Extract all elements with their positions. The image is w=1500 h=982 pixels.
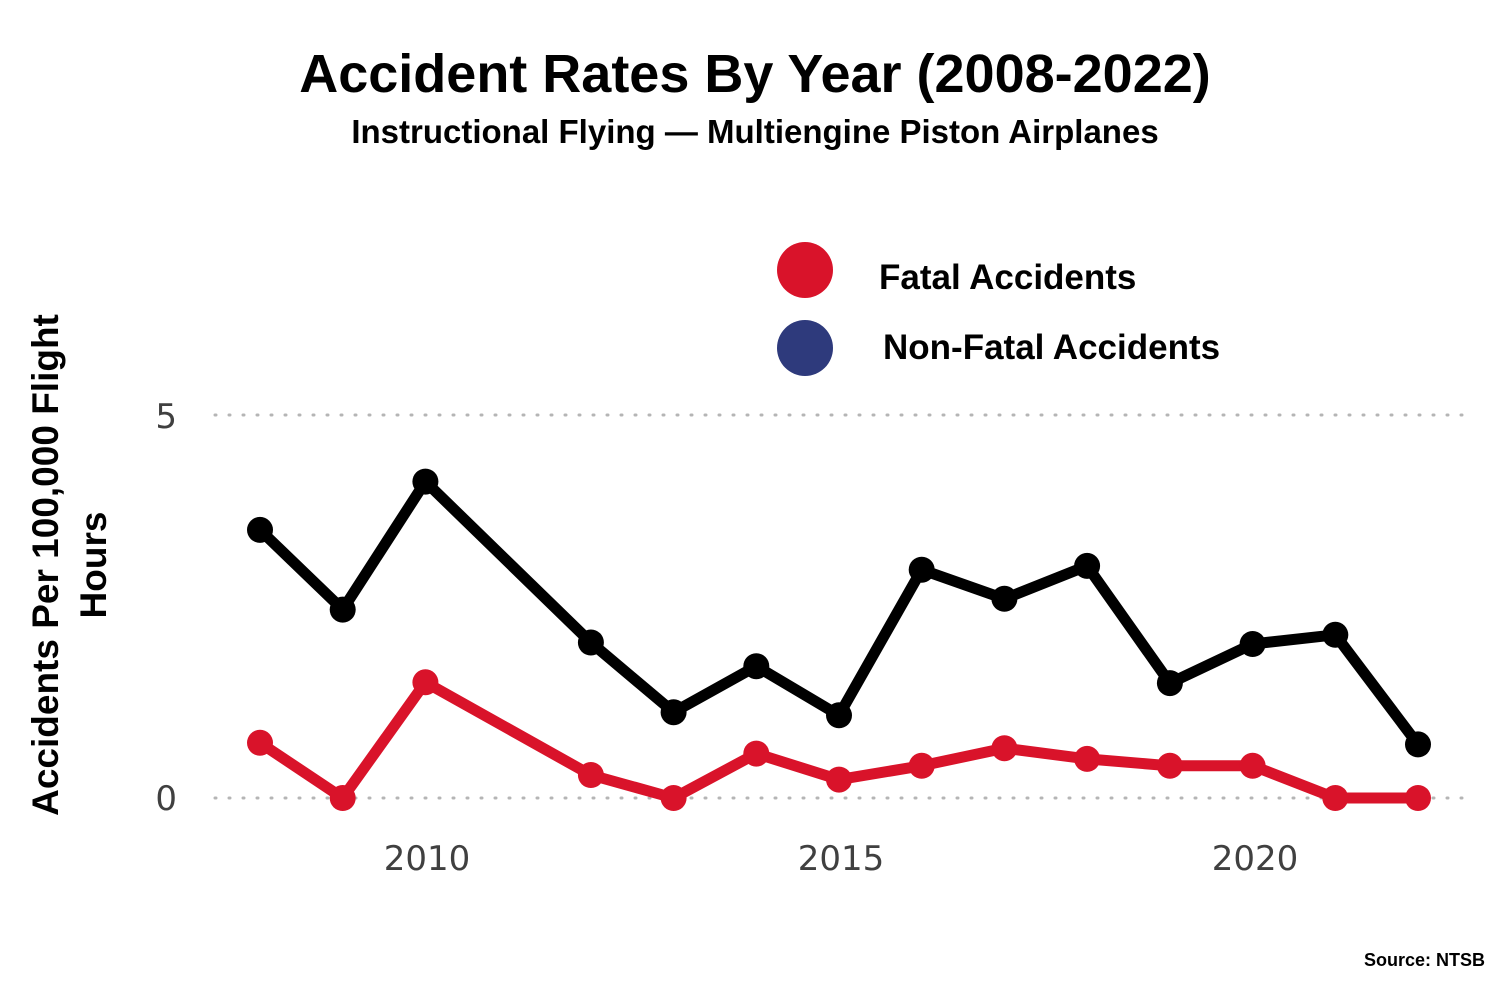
data-point-non-fatal — [412, 468, 439, 495]
data-point-fatal — [1239, 752, 1266, 779]
data-point-fatal — [577, 762, 604, 788]
data-point-fatal — [1322, 785, 1349, 811]
series-layer — [247, 468, 1431, 811]
data-point-non-fatal — [577, 629, 604, 656]
source-note: Source: NTSB — [1364, 950, 1485, 970]
data-point-fatal — [329, 785, 356, 811]
legend-swatch-fatal — [777, 242, 833, 298]
data-point-non-fatal — [1074, 552, 1101, 579]
y-tick-label: 0 — [155, 779, 177, 819]
data-point-non-fatal — [826, 702, 852, 729]
legend-label-fatal: Fatal Accidents — [879, 258, 1136, 297]
data-point-fatal — [991, 735, 1018, 762]
data-point-fatal — [1156, 752, 1183, 779]
data-point-fatal — [412, 669, 439, 696]
data-point-fatal — [1074, 745, 1101, 772]
series-non-fatal — [247, 468, 1431, 758]
series-line-fatal — [254, 676, 1424, 804]
data-point-non-fatal — [743, 653, 770, 680]
x-ticks: 2010 2015 2020 — [384, 839, 1299, 879]
y-tick-label: 5 — [155, 397, 177, 437]
data-point-fatal — [826, 766, 852, 793]
data-point-non-fatal — [1322, 621, 1349, 648]
chart-title: Accident Rates By Year (2008-2022) — [299, 44, 1211, 104]
data-point-fatal — [247, 729, 273, 756]
legend-swatch-non-fatal — [777, 320, 833, 376]
chart-subtitle: Instructional Flying — Multiengine Pisto… — [351, 113, 1158, 150]
data-point-non-fatal — [247, 516, 273, 543]
x-tick-label: 2015 — [798, 839, 885, 879]
legend: Fatal Accidents Non-Fatal Accidents — [777, 242, 1220, 376]
x-tick-label: 2010 — [384, 839, 471, 879]
series-fatal — [247, 669, 1431, 811]
data-point-fatal — [743, 740, 770, 767]
data-point-non-fatal — [991, 585, 1018, 612]
data-point-non-fatal — [1156, 670, 1183, 697]
series-line-non-fatal — [254, 476, 1424, 750]
data-point-non-fatal — [329, 596, 356, 623]
data-point-fatal — [660, 785, 687, 811]
y-axis-label: Accidents Per 100,000 Flight Hours — [25, 314, 114, 816]
x-tick-label: 2020 — [1212, 839, 1299, 879]
data-point-fatal — [1405, 785, 1431, 811]
y-axis-label-line-1: Accidents Per 100,000 Flight — [25, 314, 66, 816]
data-point-non-fatal — [1405, 731, 1431, 758]
legend-label-non-fatal: Non-Fatal Accidents — [883, 328, 1220, 367]
y-ticks: 0 5 — [155, 397, 177, 819]
y-axis-label-line-2: Hours — [73, 512, 114, 619]
data-point-non-fatal — [1239, 631, 1266, 657]
data-point-non-fatal — [660, 699, 687, 726]
gridlines — [213, 413, 1464, 800]
data-point-fatal — [908, 752, 935, 779]
data-point-non-fatal — [908, 556, 935, 583]
